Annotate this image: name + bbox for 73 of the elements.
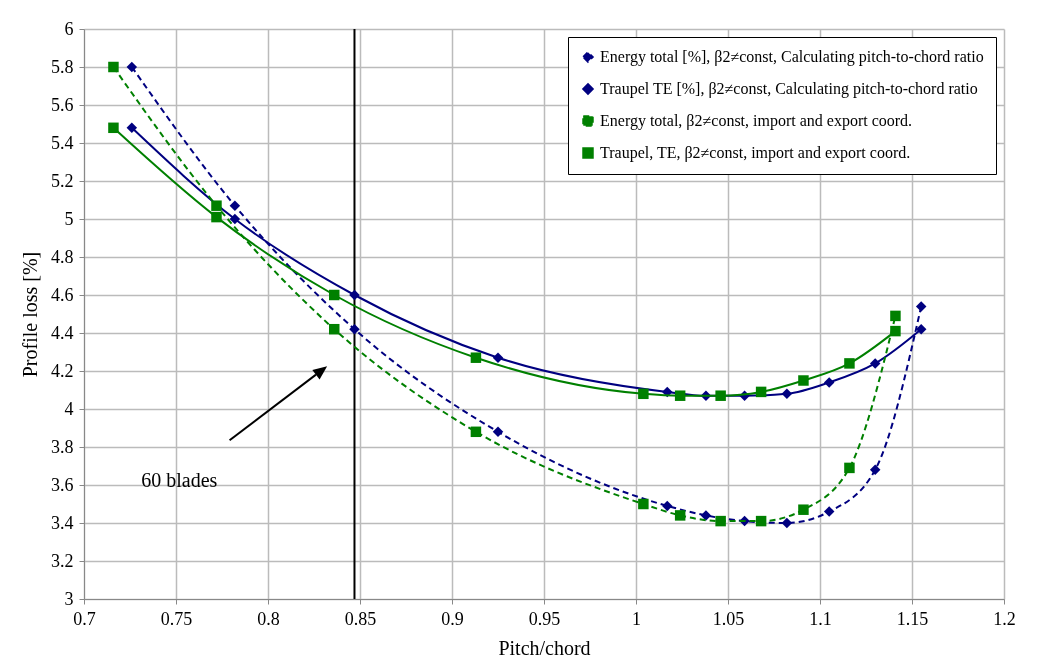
x-tick-label: 1.05 <box>712 608 745 629</box>
point <box>715 515 726 527</box>
point <box>470 426 482 438</box>
y-tick-label: 6 <box>64 18 74 39</box>
point <box>781 388 793 400</box>
y-tick-label: 3.6 <box>51 474 74 495</box>
point <box>329 289 340 301</box>
point <box>798 504 809 515</box>
x-axis-title: Pitch/chord <box>498 636 591 659</box>
point <box>869 464 881 476</box>
point <box>108 122 119 134</box>
y-tick-label: 4.6 <box>51 284 74 305</box>
point <box>674 510 686 521</box>
y-tick-label: 4 <box>64 398 74 419</box>
point <box>915 323 927 335</box>
point <box>638 388 649 400</box>
point <box>674 390 686 401</box>
x-tick-label: 0.75 <box>160 608 193 629</box>
x-tick-label: 1.15 <box>896 608 929 629</box>
point <box>229 213 241 225</box>
x-tick-label: 0.85 <box>344 608 377 629</box>
legend-label: Energy total, β2≠const, import and export coord. <box>600 112 913 130</box>
point <box>126 122 138 134</box>
x-tick-label: 1.2 <box>993 608 1016 629</box>
point <box>638 498 649 510</box>
y-axis-title: Profile loss [%] <box>19 251 41 378</box>
point <box>890 310 901 322</box>
y-tick-label: 4.2 <box>51 360 74 381</box>
y-tick-label: 5.2 <box>51 170 74 191</box>
annotation: 60 blades <box>141 468 218 492</box>
y-tick-label: 4.8 <box>51 246 74 267</box>
point <box>492 352 504 363</box>
point <box>915 301 927 312</box>
point <box>823 377 835 388</box>
legend-label: Traupel TE [%], β2≠const, Calculating pitch-to-chord ratio <box>600 80 978 98</box>
point <box>823 506 835 517</box>
point <box>329 323 340 335</box>
legend-label: Energy total [%], β2≠const, Calculating pitch-to-chord ratio <box>600 48 984 66</box>
x-tick-label: 0.7 <box>73 608 96 629</box>
y-tick-label: 5 <box>64 208 74 229</box>
point <box>715 390 726 401</box>
point <box>662 500 673 512</box>
x-tick-label: 1 <box>632 608 641 629</box>
point <box>492 426 504 438</box>
y-tick-label: 4.4 <box>51 322 74 343</box>
y-tick-label: 5.6 <box>51 94 74 115</box>
point <box>470 352 482 363</box>
point <box>781 517 793 529</box>
point <box>798 375 809 386</box>
point <box>126 61 138 73</box>
y-tick-label: 5.4 <box>51 132 74 153</box>
point <box>108 61 119 73</box>
point <box>844 462 855 474</box>
x-tick-label: 0.8 <box>257 608 280 629</box>
y-tick-label: 5.8 <box>51 56 74 77</box>
point <box>349 289 360 301</box>
x-tick-label: 1.1 <box>809 608 832 629</box>
y-tick-label: 3.2 <box>51 550 74 571</box>
point <box>890 325 901 337</box>
point <box>211 211 222 223</box>
point <box>869 358 881 369</box>
point <box>755 515 767 527</box>
point <box>755 386 767 398</box>
y-tick-label: 3.4 <box>51 512 74 533</box>
point <box>349 323 360 335</box>
point <box>229 200 241 211</box>
point <box>844 358 855 369</box>
x-tick-label: 0.95 <box>528 608 561 629</box>
legend-label: Traupel, TE, β2≠const, import and export coord. <box>600 144 911 162</box>
x-tick-label: 0.9 <box>441 608 464 629</box>
point <box>211 200 222 211</box>
y-tick-label: 3 <box>64 588 74 609</box>
y-tick-label: 3.8 <box>51 436 74 457</box>
